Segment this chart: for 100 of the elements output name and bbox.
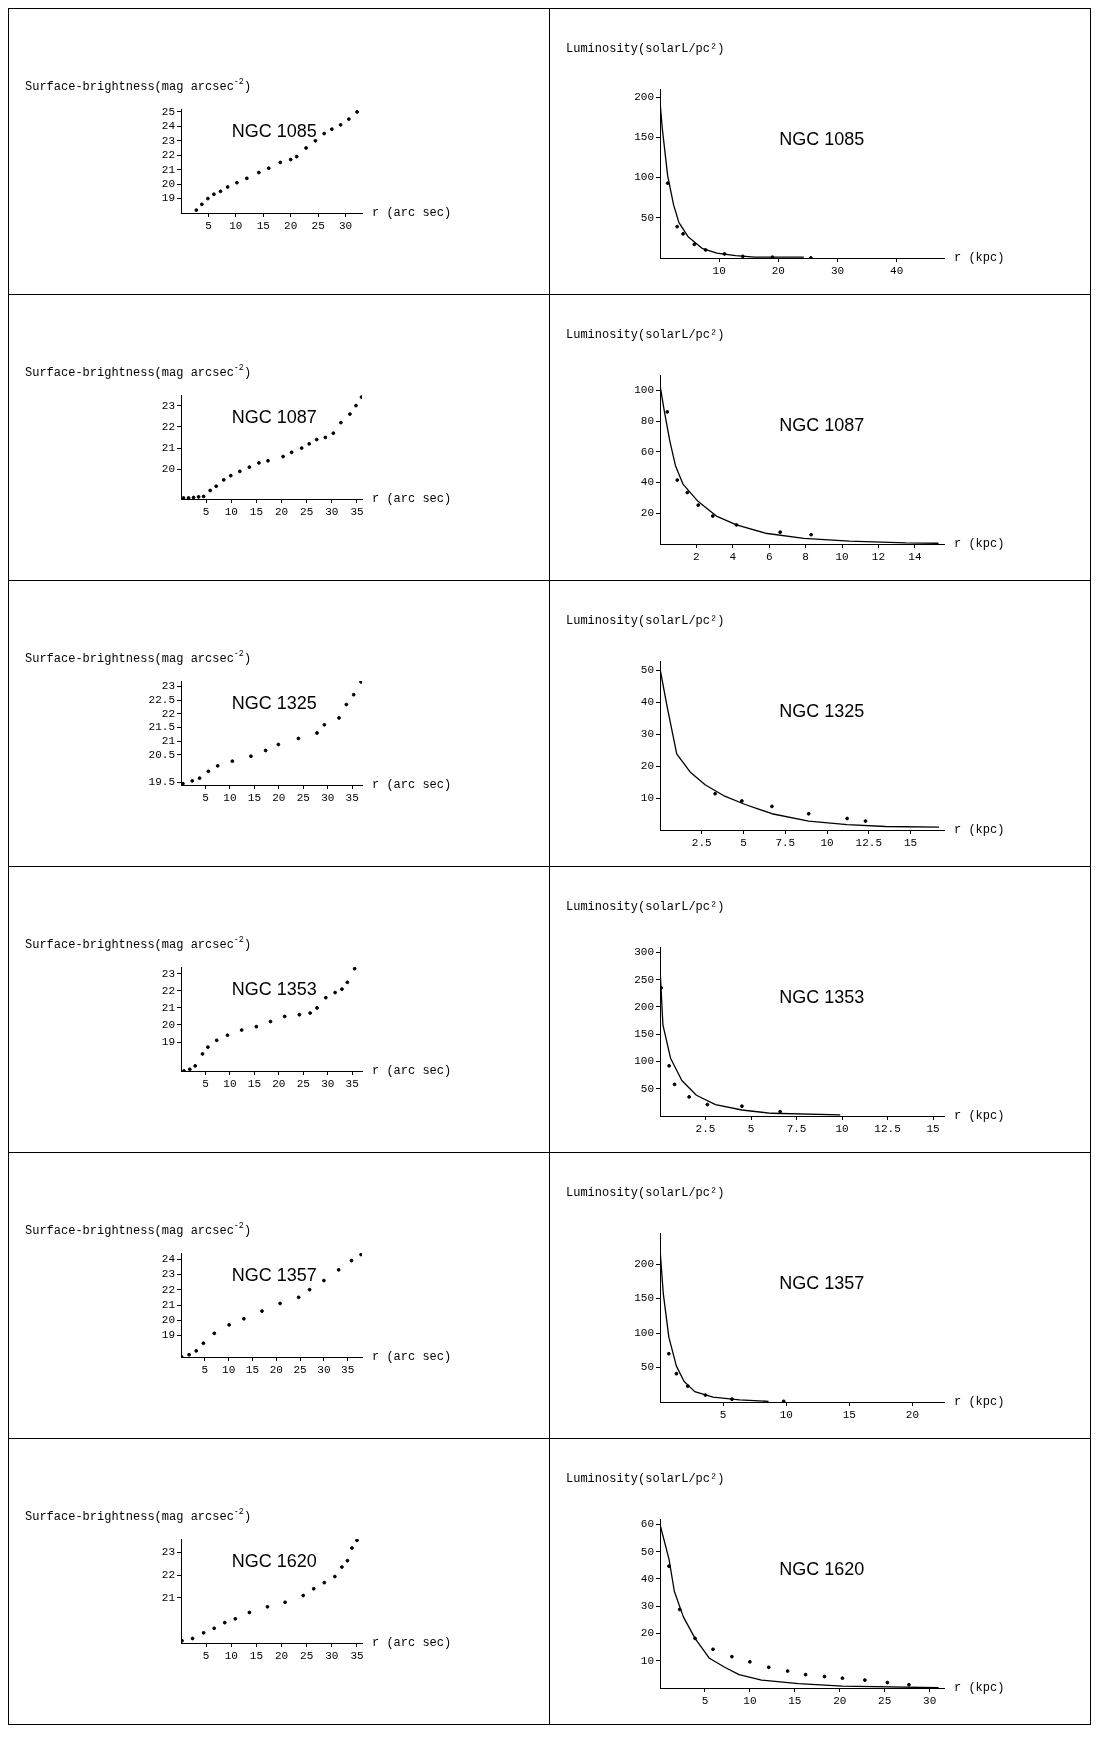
x-axis-title: r (arc sec) — [372, 492, 452, 507]
x-tick-label: 30 — [325, 505, 339, 518]
annotation: NGC 1087 — [779, 414, 865, 435]
y-axis-title: Luminosity(solarL/pc²) — [566, 900, 725, 915]
y-tick-label: 24 — [161, 1253, 176, 1266]
y-tick-label: 250 — [634, 973, 654, 986]
x-tick-label: 6 — [765, 550, 773, 563]
x-tick-label: 25 — [878, 1694, 892, 1707]
x-tick-label: 10 — [224, 1649, 238, 1662]
y-tick-label: 20 — [161, 1018, 175, 1031]
y-tick-label: 50 — [640, 1082, 654, 1095]
x-tick-label: 30 — [830, 264, 845, 277]
y-tick-label: 21 — [161, 1591, 176, 1604]
annotation: NGC 1087 — [231, 406, 317, 427]
y-tick-label: 23 — [161, 399, 175, 412]
x-tick-label: 25 — [296, 791, 310, 804]
y-tick-label: 19 — [161, 192, 175, 205]
x-tick-label: 10 — [223, 1077, 237, 1090]
y-tick-label: 23 — [161, 134, 175, 147]
y-tick-label: 22 — [161, 1569, 175, 1582]
x-axis-title: r (kpc) — [954, 537, 1005, 552]
x-tick-label: 5 — [719, 1408, 727, 1421]
y-tick-label: 50 — [640, 1361, 654, 1374]
x-tick-label: 12.5 — [855, 836, 883, 849]
x-axis-title: r (arc sec) — [372, 1350, 452, 1365]
x-tick-label: 4 — [729, 550, 737, 563]
annotation: NGC 1085 — [779, 128, 865, 149]
y-tick-label: 21 — [161, 441, 176, 454]
y-tick-label: 200 — [634, 90, 654, 103]
x-tick-label: 5 — [202, 1649, 210, 1662]
x-tick-label: 20 — [274, 505, 289, 518]
x-tick-label: 7.5 — [786, 1122, 807, 1135]
y-tick-label: 21 — [161, 1298, 176, 1311]
x-tick-label: 2.5 — [691, 836, 712, 849]
y-tick-label: 20 — [161, 463, 175, 476]
y-tick-label: 20 — [161, 1314, 175, 1327]
x-tick-label: 25 — [296, 1077, 310, 1090]
x-tick-label: 5 — [202, 505, 210, 518]
y-tick-label: 23 — [161, 1546, 175, 1559]
x-axis-title: r (kpc) — [954, 1109, 1005, 1124]
y-tick-label: 24 — [161, 120, 176, 133]
x-tick-label: 35 — [345, 791, 359, 804]
x-tick-label: 15 — [247, 791, 261, 804]
y-tick-label: 100 — [634, 1055, 654, 1068]
x-axis-title: r (arc sec) — [372, 1636, 452, 1651]
y-tick-label: 25 — [161, 105, 175, 118]
y-tick-label: 22 — [161, 984, 175, 997]
y-tick-label: 21 — [161, 735, 176, 748]
x-axis-title: r (kpc) — [954, 1681, 1005, 1696]
x-tick-label: 10 — [223, 791, 237, 804]
x-tick-label: 5 — [205, 219, 212, 232]
y-tick-label: 50 — [640, 1545, 654, 1558]
y-tick-label: 150 — [634, 1292, 654, 1305]
y-tick-label: 19 — [161, 1035, 175, 1048]
x-tick-label: 15 — [788, 1694, 802, 1707]
x-tick-label: 20 — [771, 264, 785, 277]
y-tick-label: 19.5 — [148, 776, 175, 789]
annotation: NGC 1353 — [779, 986, 865, 1007]
y-tick-label: 30 — [640, 1600, 654, 1613]
x-tick-label: 15 — [903, 836, 918, 849]
y-tick-label: 19 — [161, 1329, 175, 1342]
x-tick-label: 10 — [712, 264, 726, 277]
x-tick-label: 10 — [779, 1408, 793, 1421]
y-tick-label: 20 — [640, 1627, 654, 1640]
x-tick-label: 10 — [835, 550, 849, 563]
x-tick-label: 12.5 — [874, 1122, 901, 1135]
x-tick-label: 20 — [272, 1077, 286, 1090]
y-tick-label: 30 — [640, 728, 654, 741]
y-tick-label: 200 — [634, 1000, 654, 1013]
y-tick-label: 22.5 — [148, 694, 175, 707]
annotation: NGC 1620 — [231, 1550, 317, 1571]
annotation: NGC 1325 — [231, 692, 317, 713]
x-tick-label: 30 — [338, 219, 353, 232]
y-tick-label: 40 — [640, 696, 654, 709]
y-tick-label: 200 — [634, 1257, 654, 1270]
x-tick-label: 2 — [693, 550, 700, 563]
x-axis-title: r (kpc) — [954, 1395, 1005, 1410]
x-tick-label: 2.5 — [695, 1122, 716, 1135]
y-tick-label: 300 — [634, 946, 654, 959]
x-tick-label: 7.5 — [775, 836, 796, 849]
y-tick-label: 22 — [161, 1283, 175, 1296]
x-axis-title: r (arc sec) — [372, 1064, 452, 1079]
y-tick-label: 20 — [161, 178, 175, 191]
x-axis-title: r (kpc) — [954, 823, 1005, 838]
y-axis-title: Luminosity(solarL/pc²) — [566, 1186, 725, 1201]
y-tick-label: 20 — [640, 760, 654, 773]
x-tick-label: 15 — [256, 219, 270, 232]
y-tick-label: 21.5 — [148, 721, 175, 734]
x-tick-label: 35 — [345, 1077, 359, 1090]
x-tick-label: 30 — [923, 1694, 937, 1707]
y-axis-title: Luminosity(solarL/pc²) — [566, 328, 725, 343]
y-tick-label: 40 — [640, 476, 654, 489]
y-tick-label: 22 — [161, 420, 175, 433]
x-tick-label: 8 — [802, 550, 809, 563]
y-tick-label: 100 — [634, 384, 654, 397]
y-tick-label: 100 — [634, 171, 654, 184]
y-tick-label: 150 — [634, 131, 654, 144]
x-tick-label: 12 — [871, 550, 886, 563]
x-tick-label: 35 — [350, 505, 364, 518]
y-tick-label: 21 — [161, 1001, 176, 1014]
